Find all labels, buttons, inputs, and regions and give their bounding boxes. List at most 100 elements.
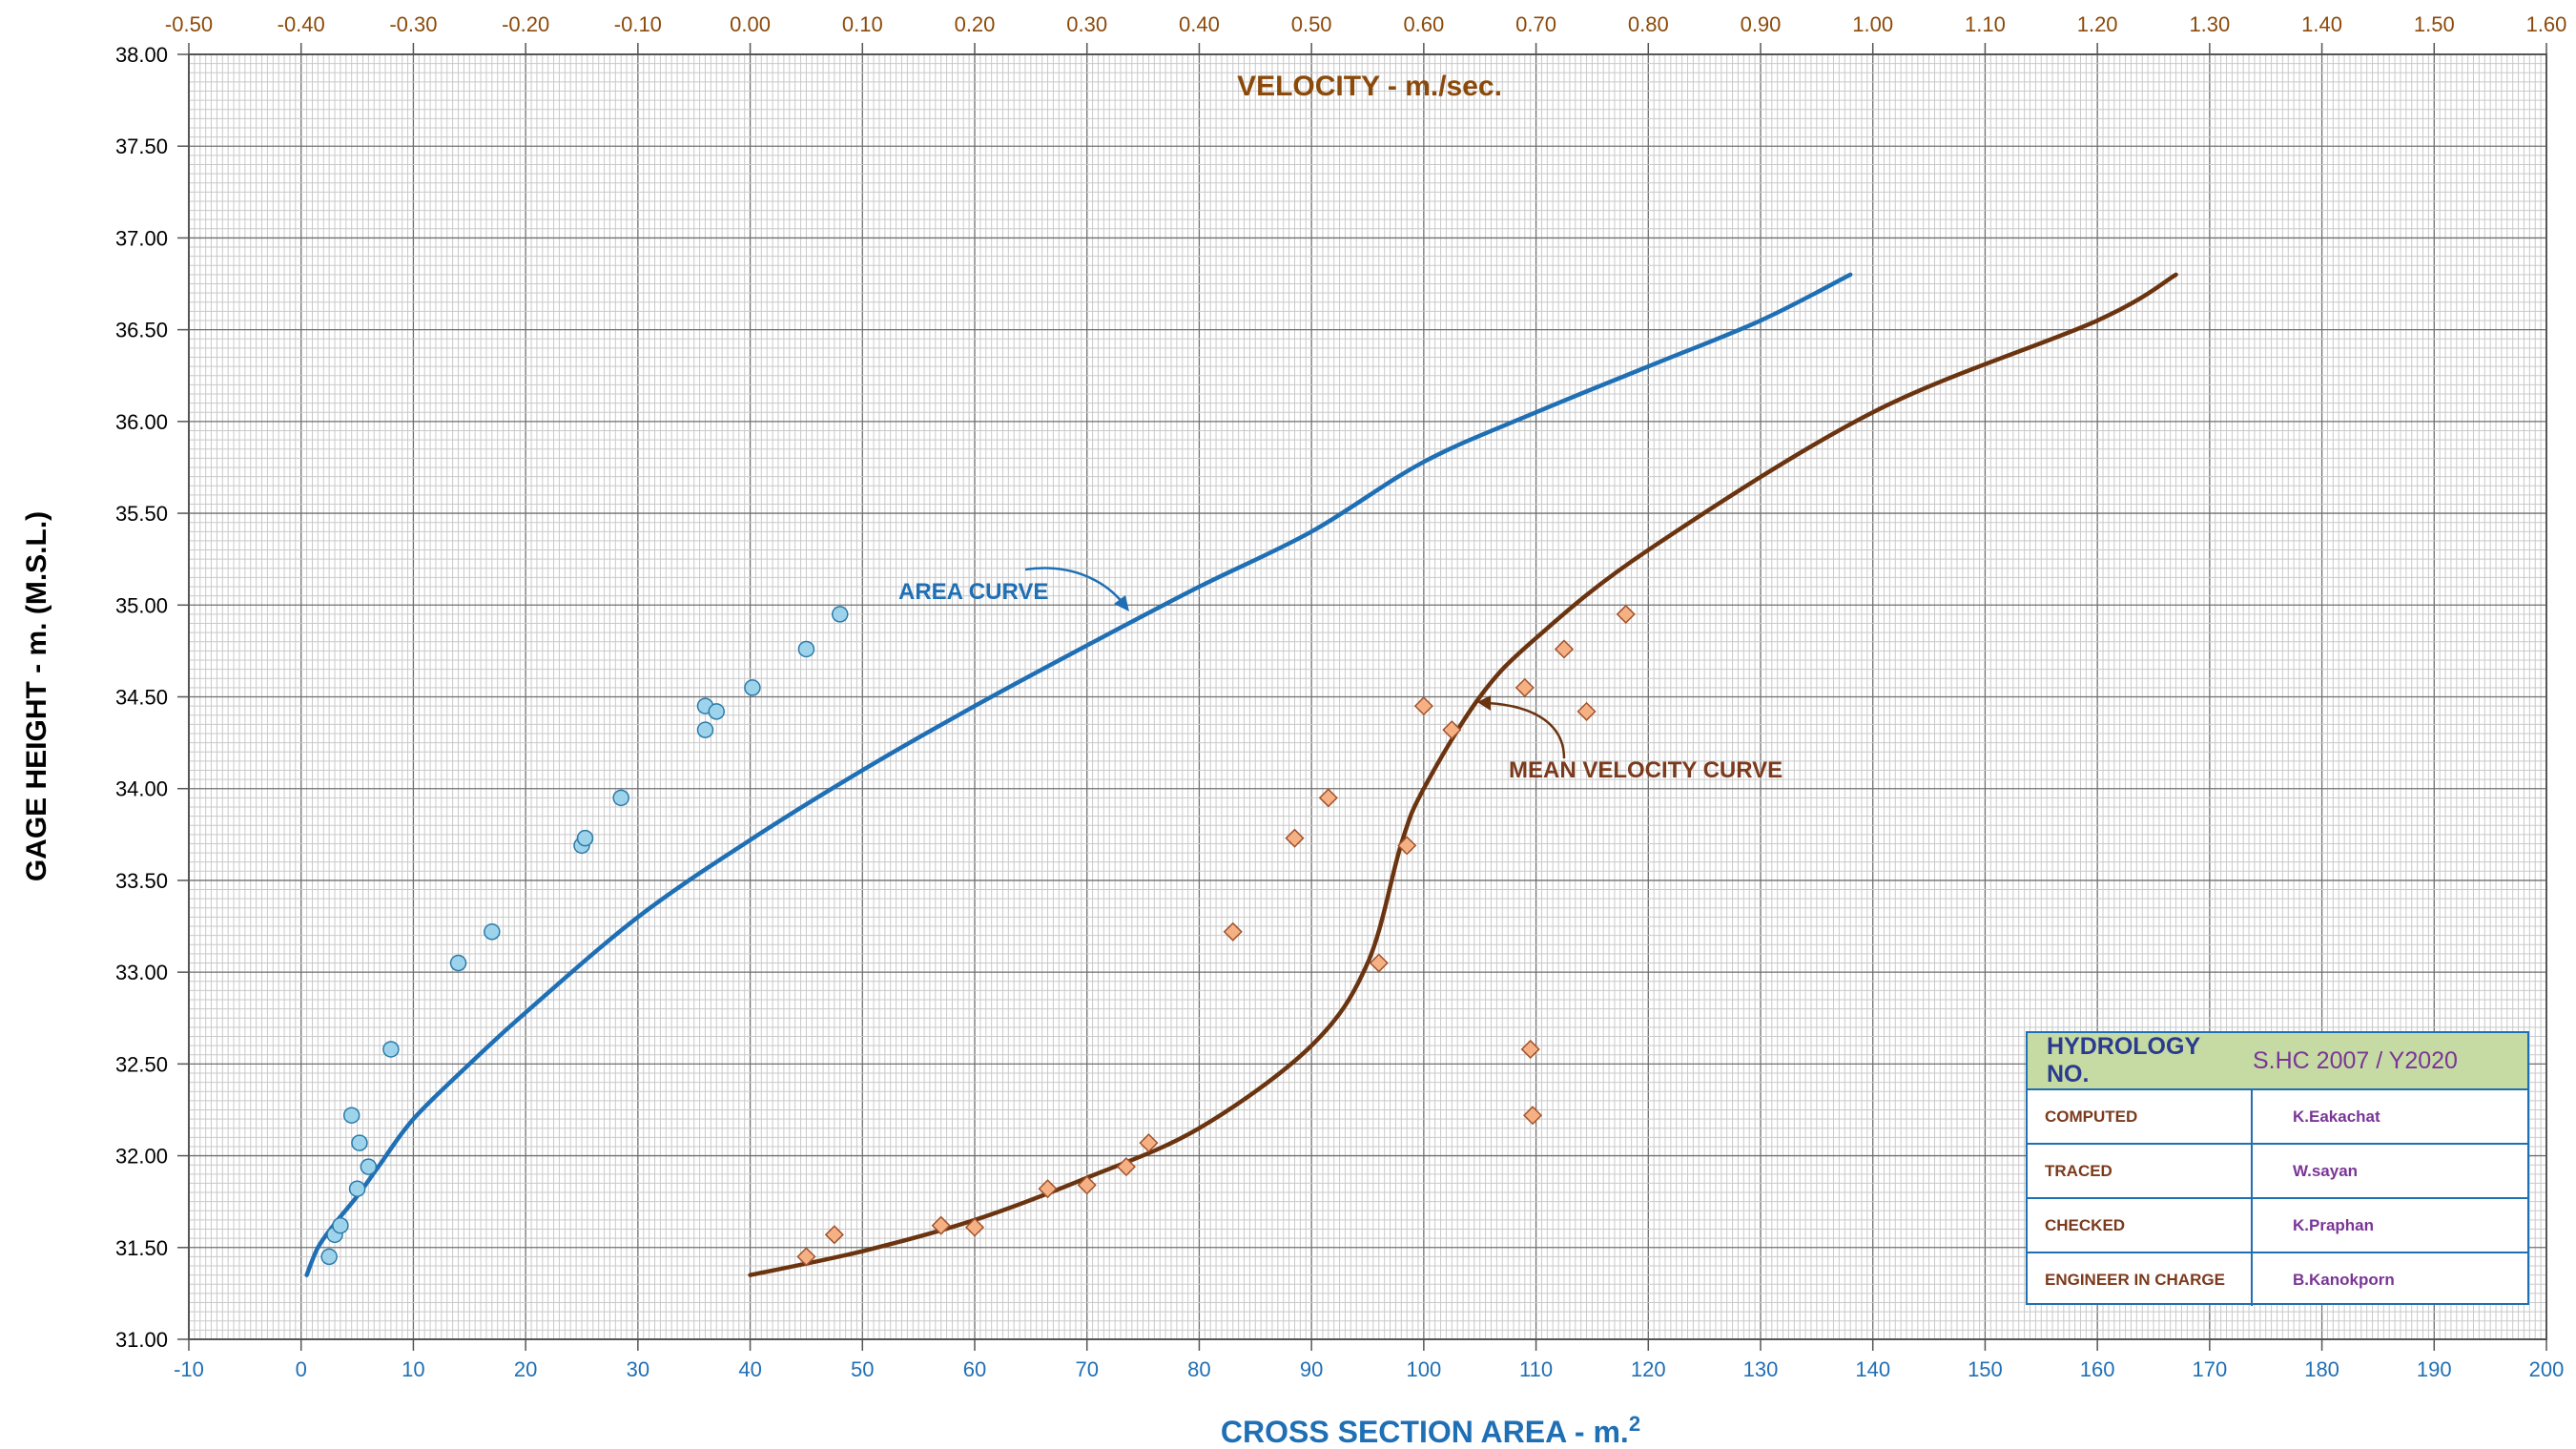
x-axis-title-superscript: 2 xyxy=(1629,1412,1640,1436)
velocity-data-point xyxy=(1139,1133,1159,1153)
x-tick-label: 40 xyxy=(738,1357,761,1381)
velocity-curve-arrow xyxy=(1487,701,1566,759)
y-tick-label: 34.00 xyxy=(115,777,168,801)
area-data-point xyxy=(484,923,501,941)
x2-tick-label: 0.20 xyxy=(955,12,996,36)
x-tick-label: 130 xyxy=(1743,1357,1779,1381)
x-tick-label: 120 xyxy=(1631,1357,1666,1381)
x2-tick-label: 0.30 xyxy=(1066,12,1107,36)
engineer-value: B.Kanokporn xyxy=(2293,1270,2395,1289)
x-tick-label: 180 xyxy=(2304,1357,2339,1381)
x2-tick-label: 1.40 xyxy=(2301,12,2342,36)
area-data-point xyxy=(696,721,714,738)
x-tick-label: 160 xyxy=(2080,1357,2115,1381)
hydrology-no-value: S.HC 2007 / Y2020 xyxy=(2253,1046,2458,1074)
x-tick-label: 170 xyxy=(2192,1357,2227,1381)
x2-tick-label: 1.00 xyxy=(1852,12,1893,36)
area-data-point xyxy=(320,1248,338,1266)
area-data-point xyxy=(831,606,849,623)
velocity-data-point xyxy=(1397,836,1417,856)
velocity-curve-annotation: MEAN VELOCITY CURVE xyxy=(1477,695,1783,783)
markers xyxy=(320,604,1636,1267)
velocity-data-point xyxy=(1413,696,1433,716)
velocity-data-point xyxy=(1442,720,1462,740)
traced-value: W.sayan xyxy=(2293,1161,2359,1180)
y-tick-label: 35.50 xyxy=(115,502,168,526)
velocity-data-point xyxy=(964,1217,985,1237)
area-data-point xyxy=(332,1216,349,1234)
x-tick-label: 10 xyxy=(402,1357,424,1381)
area-data-point xyxy=(348,1180,366,1197)
chart-title: VELOCITY - m./sec. xyxy=(1237,71,1502,102)
velocity-data-point xyxy=(1285,828,1305,848)
info-table: HYDROLOGY NO. S.HC 2007 / Y2020 COMPUTED… xyxy=(2026,1031,2529,1306)
engineer-label: ENGINEER IN CHARGE xyxy=(2028,1253,2253,1306)
checked-label: CHECKED xyxy=(2028,1199,2253,1252)
x2-tick-label: -0.10 xyxy=(614,12,662,36)
velocity-data-point xyxy=(931,1215,951,1235)
x2-tick-label: 1.50 xyxy=(2414,12,2455,36)
computed-row: COMPUTED K.Eakachat xyxy=(2028,1090,2527,1145)
x2-tick-label: 0.70 xyxy=(1515,12,1556,36)
velocity-data-point xyxy=(824,1225,844,1245)
area-data-point xyxy=(360,1158,378,1175)
y-tick-label: 37.50 xyxy=(115,135,168,158)
x-tick-label: -10 xyxy=(174,1357,204,1381)
area-data-point xyxy=(708,703,726,720)
y-tick-label: 31.00 xyxy=(115,1328,168,1352)
x2-tick-label: 0.00 xyxy=(730,12,771,36)
velocity-data-point xyxy=(796,1247,816,1267)
x-tick-label: 110 xyxy=(1519,1357,1553,1381)
area-data-point xyxy=(744,679,761,696)
y-tick-label: 36.50 xyxy=(115,319,168,342)
checked-value: K.Praphan xyxy=(2293,1215,2375,1234)
computed-value: K.Eakachat xyxy=(2293,1107,2380,1126)
x2-tick-label: 0.60 xyxy=(1403,12,1444,36)
area-data-point xyxy=(449,954,467,972)
velocity-data-point xyxy=(1577,701,1597,721)
x2-tick-label: -0.50 xyxy=(165,12,213,36)
x2-tick-label: 1.10 xyxy=(1965,12,2006,36)
area-data-point xyxy=(382,1041,400,1058)
area-data-point xyxy=(797,640,815,658)
y-tick-label: 34.50 xyxy=(115,686,168,710)
velocity-data-point xyxy=(1515,677,1535,697)
tick-labels: -10 0 10 20 30 40 50 60 70 80 90 100 110 120 130 140 150… xyxy=(115,12,2566,1381)
hydrology-no-label: HYDROLOGY NO. xyxy=(2047,1033,2200,1087)
x2-tick-label: 0.10 xyxy=(842,12,883,36)
velocity-data-point xyxy=(1223,921,1243,942)
y-tick-label: 35.00 xyxy=(115,593,168,617)
y-tick-label: 33.50 xyxy=(115,869,168,893)
area-curve-label: AREA CURVE xyxy=(898,579,1048,605)
x2-tick-label: 1.30 xyxy=(2189,12,2230,36)
x2-tick-label: 1.60 xyxy=(2526,12,2567,36)
traced-label: TRACED xyxy=(2028,1145,2253,1197)
x-tick-label: 30 xyxy=(627,1357,649,1381)
area-curve-arrow xyxy=(1024,567,1124,605)
x-tick-label: 100 xyxy=(1406,1357,1441,1381)
x-tick-label: 0 xyxy=(296,1357,307,1381)
x-tick-label: 200 xyxy=(2529,1357,2565,1381)
velocity-data-point xyxy=(1116,1157,1136,1177)
x-axis-title: CROSS SECTION AREA - m.2 xyxy=(1221,1412,1640,1449)
y-tick-label: 37.00 xyxy=(115,226,168,250)
y-axis-title: GAGE HEIGHT - m. (M.S.L.) xyxy=(21,511,52,881)
x2-tick-label: 0.40 xyxy=(1179,12,1220,36)
checked-row: CHECKED K.Praphan xyxy=(2028,1199,2527,1253)
x2-tick-label: -0.20 xyxy=(502,12,549,36)
x2-tick-label: 0.90 xyxy=(1741,12,1782,36)
x-tick-label: 150 xyxy=(1968,1357,2003,1381)
x-tick-label: 60 xyxy=(963,1357,986,1381)
computed-label: COMPUTED xyxy=(2028,1090,2253,1143)
area-curve-line xyxy=(304,272,1853,1277)
area-data-point xyxy=(342,1107,361,1124)
velocity-data-point xyxy=(1554,639,1575,659)
x-tick-label: 190 xyxy=(2417,1357,2452,1381)
x-tick-label: 70 xyxy=(1075,1357,1098,1381)
x2-tick-label: -0.40 xyxy=(278,12,325,36)
x-tick-label: 50 xyxy=(851,1357,874,1381)
y-tick-label: 36.00 xyxy=(115,410,168,434)
velocity-data-point xyxy=(1520,1039,1540,1060)
x2-tick-label: 0.50 xyxy=(1291,12,1332,36)
x-tick-label: 90 xyxy=(1300,1357,1323,1381)
